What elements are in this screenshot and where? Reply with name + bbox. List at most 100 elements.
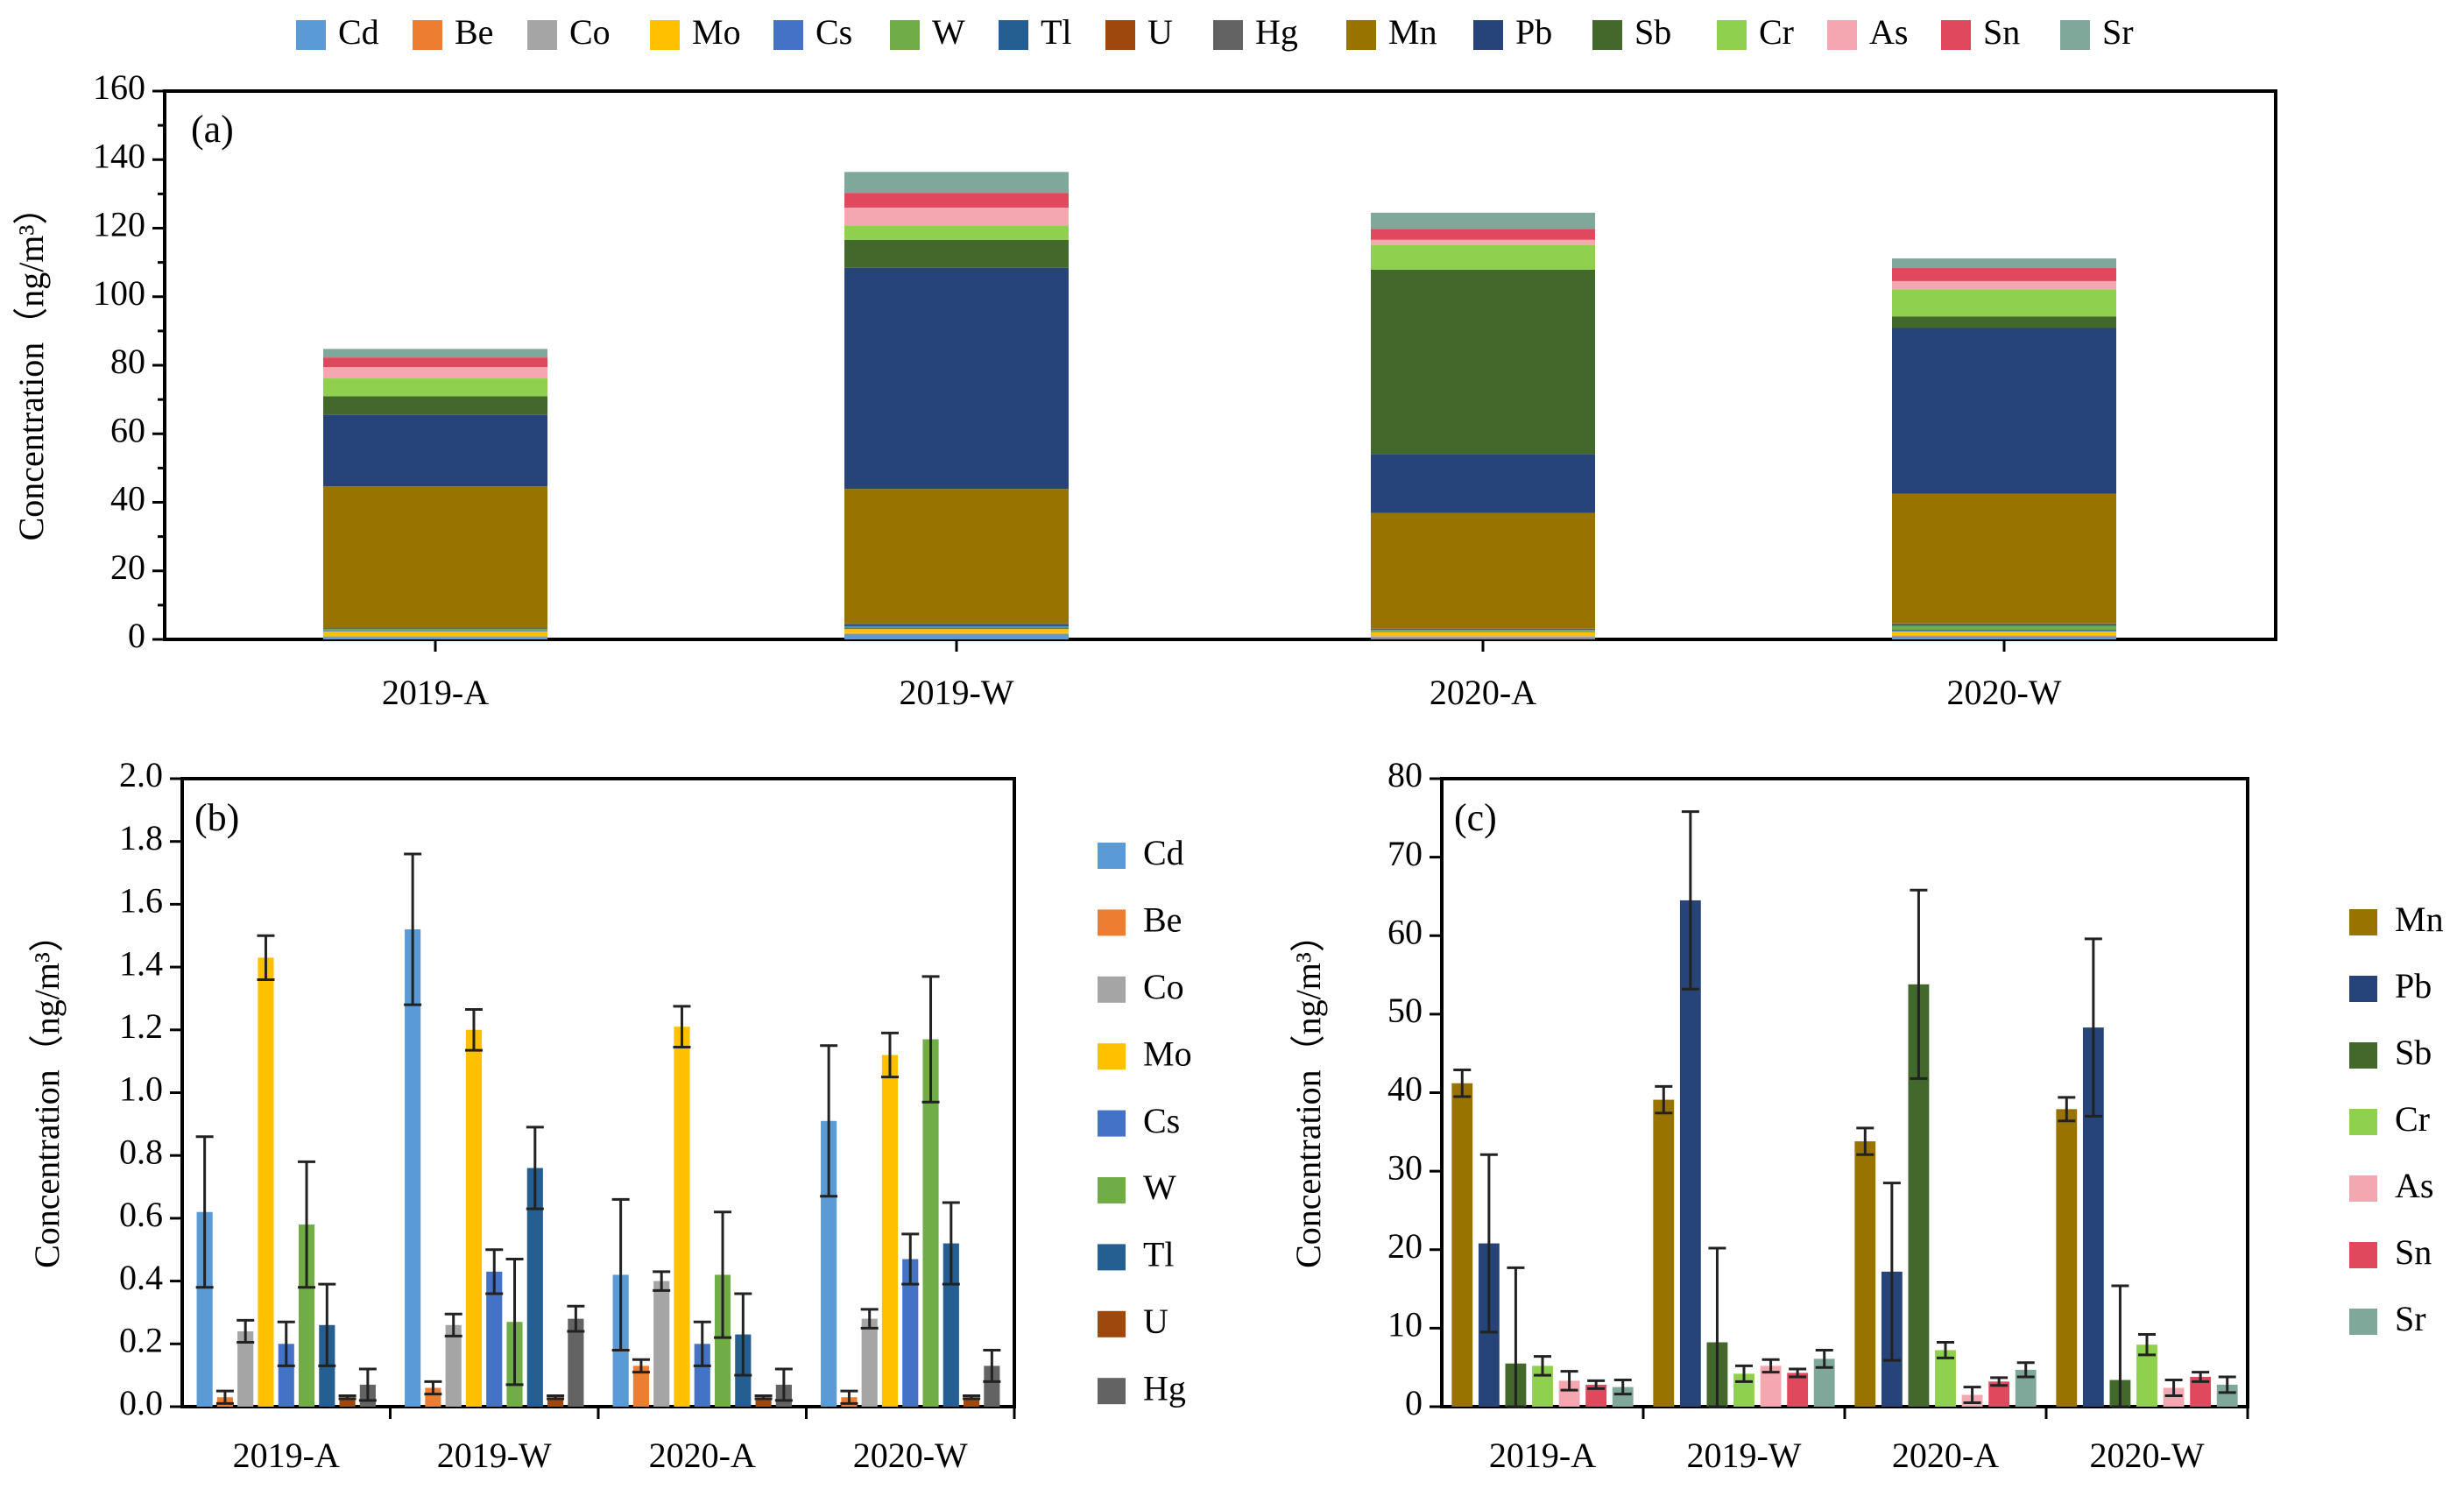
bar-u xyxy=(339,1397,356,1407)
bar-segment-cr xyxy=(844,225,1069,240)
bar-be xyxy=(425,1387,441,1407)
bar-w xyxy=(714,1274,731,1407)
legend-label-sr: Sr xyxy=(2102,12,2134,52)
bar-as xyxy=(2163,1387,2185,1407)
y-tick-label: 1.2 xyxy=(119,1006,163,1046)
y-axis-label: Concentration（ng/m³） xyxy=(11,190,51,541)
bar-segment-pb xyxy=(1892,328,2116,494)
x-tick-label: 2020-A xyxy=(649,1436,756,1475)
legend-swatch-as xyxy=(1827,20,1857,50)
y-axis-label: Concentration（ng/m³） xyxy=(1288,917,1328,1268)
legend-label-sb: Sb xyxy=(2395,1033,2432,1072)
panel-label: (a) xyxy=(191,108,234,151)
legend-swatch-hg xyxy=(1098,1378,1126,1405)
legend-swatch-mn xyxy=(1346,20,1376,50)
legend-swatch-cd xyxy=(296,20,326,50)
bar-segment-u xyxy=(1371,629,1595,630)
legend-swatch-cr xyxy=(2349,1109,2377,1135)
bar-segment-sb xyxy=(323,396,547,415)
bar-co xyxy=(445,1324,462,1407)
legend-swatch-as xyxy=(2349,1175,2377,1202)
legend-swatch-cs xyxy=(1098,1110,1126,1137)
legend-swatch-mo xyxy=(650,20,680,50)
panel-label: (c) xyxy=(1454,796,1497,839)
legend-label-cs: Cs xyxy=(815,12,852,52)
bar-hg xyxy=(568,1318,584,1407)
legend-label-tl: Tl xyxy=(1041,12,1072,52)
bar-be xyxy=(632,1366,649,1407)
bar-segment-as xyxy=(1892,280,2116,290)
legend-label-cr: Cr xyxy=(2395,1099,2430,1139)
legend-swatch-pb xyxy=(1473,20,1503,50)
y-tick-label: 0 xyxy=(1405,1383,1423,1422)
bar-segment-sn xyxy=(1371,229,1595,240)
bar-segment-cr xyxy=(1892,289,2116,317)
y-tick-label: 40 xyxy=(1387,1069,1423,1109)
x-tick-label: 2020-A xyxy=(1892,1436,1999,1475)
y-tick-label: 0.0 xyxy=(119,1383,163,1422)
panel-label: (b) xyxy=(194,796,239,839)
bar-sr xyxy=(1813,1358,1835,1407)
legend-label-hg: Hg xyxy=(1255,12,1298,52)
legend-label-cs: Cs xyxy=(1143,1101,1180,1140)
bar-segment-as xyxy=(844,207,1069,226)
bar-as xyxy=(1558,1380,1580,1407)
legend-label-be: Be xyxy=(1143,900,1182,940)
bar-segment-be xyxy=(1892,636,2116,637)
legend-swatch-sn xyxy=(1941,20,1971,50)
legend-top: Cd Be Co Mo Cs W Tl U Hg Mn Pb Sb Cr As Sn Sr xyxy=(296,12,2134,52)
bar-segment-co xyxy=(1892,635,2116,637)
legend-label-as: As xyxy=(2395,1166,2433,1205)
bar-segment-w xyxy=(844,626,1069,628)
bar-segment-cr xyxy=(323,378,547,397)
bar-segment-cd xyxy=(844,634,1069,639)
y-tick-label: 1.4 xyxy=(119,943,163,983)
x-tick-label: 2019-W xyxy=(1686,1436,1801,1475)
legend-swatch-be xyxy=(1098,909,1126,936)
bar-segment-be xyxy=(323,637,547,638)
legend-label-u: U xyxy=(1147,12,1173,52)
y-tick-label: 30 xyxy=(1387,1147,1423,1187)
bar-segment-hg xyxy=(1892,623,2116,625)
bar-segment-as xyxy=(1371,239,1595,245)
legend-swatch-co xyxy=(527,20,557,50)
legend-label-pb: Pb xyxy=(1515,12,1552,52)
x-tick-label: 2020-A xyxy=(1430,673,1536,712)
bar-hg xyxy=(984,1366,1000,1407)
legend-swatch-w xyxy=(890,20,920,50)
y-tick-label: 160 xyxy=(93,67,145,107)
legend-label-mn: Mn xyxy=(2395,900,2444,939)
bar-mo xyxy=(258,957,274,1407)
bar-u xyxy=(964,1397,980,1407)
bar-segment-tl xyxy=(323,627,547,629)
bar-segment-hg xyxy=(1371,628,1595,630)
legend-label-hg: Hg xyxy=(1143,1368,1186,1408)
legend-swatch-sr xyxy=(2349,1309,2377,1335)
legend-label-sr: Sr xyxy=(2395,1299,2426,1338)
y-tick-label: 0.4 xyxy=(119,1258,163,1297)
legend-swatch-u xyxy=(1105,20,1135,50)
panel-a: 0 20 40 60 80 100 120 140 160 Concentration（ng/m³… xyxy=(11,67,2277,712)
y-tick-label: 50 xyxy=(1387,991,1423,1030)
legend-swatch-pb xyxy=(2349,976,2377,1002)
bar-segment-mn xyxy=(1892,493,2116,624)
y-tick-label: 1.8 xyxy=(119,818,163,857)
bar-sb xyxy=(1908,984,1930,1407)
bar-as xyxy=(1760,1366,1782,1407)
legend-swatch-hg xyxy=(1213,20,1243,50)
panel-c: 0 10 20 30 40 50 60 70 80 Concentration（ng/m³） (c)… xyxy=(1288,755,2249,1475)
y-tick-label: 40 xyxy=(110,479,145,519)
bar-segment-sr xyxy=(323,349,547,358)
bar-segment-cs xyxy=(844,627,1069,630)
bar-cd xyxy=(196,1211,213,1407)
bar-segment-mn xyxy=(1371,512,1595,629)
bar-segment-pb xyxy=(1371,454,1595,513)
bar-segment-tl xyxy=(844,624,1069,627)
bar-segment-sr xyxy=(844,172,1069,194)
bar-tl xyxy=(526,1168,543,1407)
legend-label-sb: Sb xyxy=(1634,12,1671,52)
y-tick-label: 20 xyxy=(110,547,145,587)
legend-label-as: As xyxy=(1869,12,1908,52)
y-tick-label: 0.8 xyxy=(119,1132,163,1171)
legend-swatch-mo xyxy=(1098,1043,1126,1070)
